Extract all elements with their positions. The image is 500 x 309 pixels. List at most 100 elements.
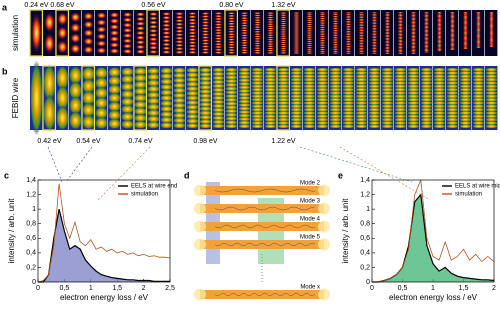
mode-blob bbox=[462, 22, 469, 25]
mode-blob bbox=[305, 15, 314, 18]
mode-blob bbox=[214, 31, 223, 35]
mode-blob bbox=[355, 114, 368, 119]
mode-blob bbox=[161, 19, 172, 24]
mode-blob bbox=[384, 49, 391, 52]
mode-label: Mode 3 bbox=[300, 199, 321, 205]
area bbox=[372, 194, 494, 282]
mode-label: Mode x bbox=[300, 285, 320, 291]
mode-blob bbox=[238, 113, 251, 118]
mode-blob bbox=[462, 36, 469, 39]
mode-blob bbox=[420, 90, 433, 96]
mode-blob bbox=[225, 75, 238, 80]
mode-blob bbox=[358, 20, 365, 22]
mode-blob bbox=[240, 46, 249, 50]
mode-blob bbox=[227, 30, 236, 33]
mode-blob bbox=[264, 100, 277, 106]
mode-blob bbox=[227, 22, 236, 26]
mode-blob bbox=[488, 24, 495, 27]
mode-blob bbox=[201, 45, 210, 48]
mode-blob bbox=[238, 74, 251, 80]
mode-blob bbox=[371, 11, 378, 14]
mode-blob bbox=[134, 80, 147, 89]
mode-blob bbox=[305, 42, 314, 45]
mode-blob bbox=[214, 34, 223, 38]
mode-blob bbox=[266, 38, 275, 41]
mode-blob bbox=[331, 38, 340, 40]
mode-blob bbox=[331, 40, 340, 42]
mode-blob bbox=[394, 74, 407, 79]
mode-blob bbox=[436, 48, 443, 51]
mode-blob bbox=[397, 14, 404, 17]
mode-blob bbox=[488, 39, 495, 42]
mode-blob bbox=[462, 21, 469, 24]
mode-blob bbox=[358, 39, 365, 42]
mode-blob bbox=[462, 11, 469, 14]
mode-blob bbox=[305, 48, 314, 51]
mode-label: Mode 2 bbox=[300, 181, 321, 187]
mode-blob bbox=[251, 104, 264, 109]
mode-blob bbox=[358, 18, 365, 21]
connector bbox=[65, 146, 93, 183]
mode-blob bbox=[344, 38, 353, 41]
mode-blob bbox=[251, 80, 264, 86]
mode-blob bbox=[410, 32, 417, 35]
mode-blob bbox=[147, 85, 160, 93]
mode-blob bbox=[135, 30, 146, 36]
mode-blob bbox=[292, 12, 301, 14]
mode-blob bbox=[329, 74, 342, 79]
wave bbox=[214, 224, 316, 229]
mode-blob bbox=[342, 90, 355, 96]
mode-blob bbox=[96, 33, 107, 40]
mode-blob bbox=[134, 120, 147, 129]
mode-blob bbox=[381, 77, 394, 82]
mode-blob bbox=[253, 28, 262, 31]
mode-blob bbox=[329, 114, 342, 119]
mode-blob bbox=[201, 27, 210, 30]
mode-blob bbox=[277, 124, 290, 129]
mode-blob bbox=[449, 39, 456, 42]
mode-blob bbox=[174, 22, 185, 26]
mode-blob bbox=[446, 107, 459, 112]
mode-blob bbox=[303, 124, 316, 129]
mode-blob bbox=[410, 44, 417, 46]
mode-blob bbox=[488, 14, 495, 16]
mode-blob bbox=[423, 15, 430, 18]
mode-blob bbox=[251, 107, 264, 112]
mode-blob bbox=[384, 50, 391, 53]
mode-blob bbox=[344, 12, 353, 14]
mode-blob bbox=[199, 118, 212, 125]
energy-label: 0.68 eV bbox=[50, 2, 74, 9]
mode-blob bbox=[251, 94, 264, 99]
mode-blob bbox=[277, 87, 290, 92]
mode-blob bbox=[329, 110, 342, 116]
mode-blob bbox=[187, 15, 198, 19]
mode-blob bbox=[488, 12, 495, 15]
mode-blob bbox=[381, 100, 394, 106]
mode-blob bbox=[381, 67, 394, 72]
mode-blob bbox=[394, 107, 407, 112]
mode-blob bbox=[290, 70, 303, 76]
mode-blob bbox=[459, 120, 472, 126]
mode-blob bbox=[227, 17, 236, 20]
mode-blob bbox=[371, 36, 378, 39]
x-axis-title: electron energy loss / eV bbox=[60, 293, 149, 302]
mode-blob bbox=[423, 17, 430, 19]
mode-blob bbox=[397, 36, 404, 39]
mode-blob bbox=[253, 33, 262, 36]
mode-blob bbox=[331, 48, 340, 51]
mode-blob bbox=[397, 29, 404, 31]
mode-blob bbox=[397, 22, 404, 24]
mode-blob bbox=[253, 26, 262, 29]
mode-blob bbox=[303, 104, 316, 109]
mode-blob bbox=[342, 77, 355, 82]
mode-blob bbox=[238, 116, 251, 122]
mode-blob bbox=[134, 73, 147, 83]
mode-blob bbox=[174, 26, 185, 30]
mode-blob bbox=[292, 36, 301, 38]
mode-blob bbox=[433, 97, 446, 102]
mode-blob bbox=[329, 117, 342, 122]
mode-blob bbox=[449, 23, 456, 25]
mode-blob bbox=[397, 32, 404, 34]
mode-blob bbox=[485, 90, 498, 96]
mode-blob bbox=[344, 15, 353, 18]
